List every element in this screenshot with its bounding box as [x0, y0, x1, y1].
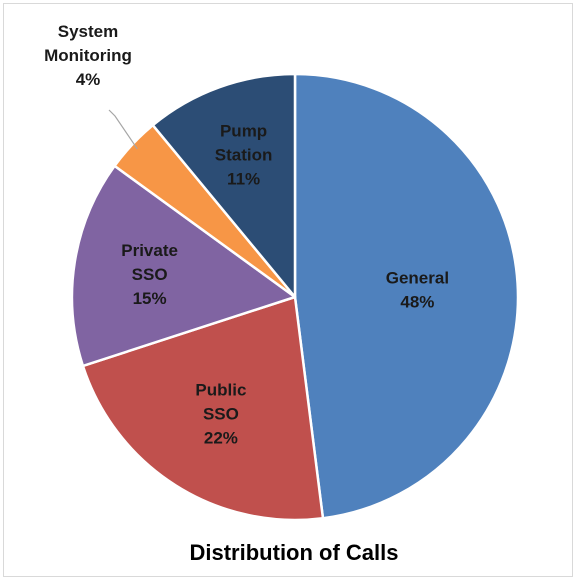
slice-label-line: 48% — [400, 292, 434, 311]
slice-label-line: SSO — [203, 405, 239, 424]
slice-label-line: 15% — [133, 289, 167, 308]
pie-slice-public — [81, 295, 325, 522]
chart-title: Distribution of Calls — [190, 540, 399, 565]
slice-label-line: Private — [121, 241, 178, 260]
slice-label-line: Pump — [220, 121, 267, 140]
pie-slice-pump — [151, 72, 297, 299]
slice-label-general: General 48% — [386, 268, 449, 311]
slice-label-line: 4% — [76, 70, 101, 89]
leader-lines — [108, 109, 138, 150]
slice-label-public: Public SSO 22% — [195, 381, 246, 448]
slice-label-pump: Pump Station 11% — [215, 121, 273, 188]
slice-label-line: System — [58, 22, 118, 41]
slice-label-line: General — [386, 268, 449, 287]
slice-label-private: Private SSO 15% — [121, 241, 178, 308]
slice-label-line: SSO — [132, 265, 168, 284]
slice-label-line: 22% — [204, 429, 238, 448]
slice-label-line: Public — [195, 381, 246, 400]
pie-slices — [70, 72, 520, 522]
pie-slice-private — [70, 164, 297, 368]
leader-line-system — [108, 109, 138, 150]
slice-label-line: Monitoring — [44, 46, 132, 65]
slice-label-line: 11% — [227, 169, 260, 188]
pie-slice-general — [293, 72, 520, 520]
slice-labels: General 48% Public SSO 22% Private SSO 15% Syste… — [44, 22, 449, 448]
slice-label-line: Station — [215, 145, 273, 164]
slice-label-system: System Monitoring 4% — [44, 22, 132, 89]
